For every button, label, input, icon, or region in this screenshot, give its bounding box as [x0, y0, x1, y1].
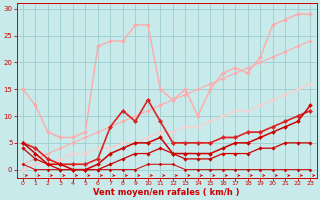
X-axis label: Vent moyen/en rafales ( km/h ): Vent moyen/en rafales ( km/h ) [93, 188, 240, 197]
